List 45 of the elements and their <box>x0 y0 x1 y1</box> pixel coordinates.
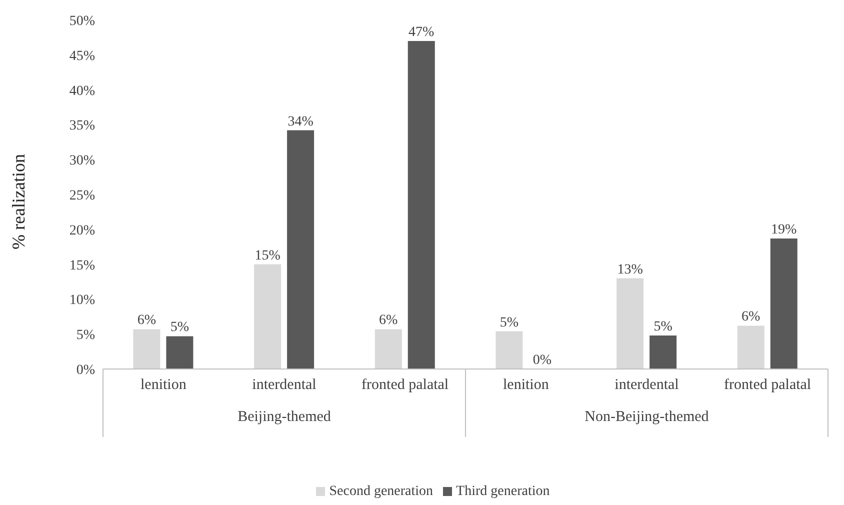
y-tick-label: 15% <box>69 258 96 274</box>
x-tick-label: interdental <box>614 377 679 393</box>
legend-label: Third generation <box>456 484 550 499</box>
x-tick-label: interdental <box>252 377 316 393</box>
bar <box>287 130 314 369</box>
x-tick-label: lenition <box>503 377 550 393</box>
y-tick-label: 25% <box>69 188 96 204</box>
y-tick-label: 20% <box>69 223 96 238</box>
y-tick-label: 35% <box>69 118 96 134</box>
data-label: 13% <box>617 262 644 278</box>
y-tick-label: 30% <box>69 154 96 169</box>
data-label: 0% <box>532 352 552 368</box>
data-label: 5% <box>654 319 673 334</box>
bar <box>616 278 644 369</box>
bar <box>374 329 402 369</box>
data-label: 34% <box>288 114 314 130</box>
bar <box>650 335 677 369</box>
data-label: 6% <box>379 313 398 328</box>
data-label: 15% <box>254 248 281 264</box>
x-tick-label: lenition <box>140 377 187 393</box>
y-tick-label: 40% <box>69 84 96 99</box>
bar <box>133 329 160 369</box>
y-tick-label: 50% <box>69 14 96 29</box>
bar <box>254 264 282 369</box>
x-tick-label: fronted palatal <box>724 377 812 393</box>
y-tick-label: 10% <box>69 293 96 308</box>
data-label: 5% <box>500 315 519 330</box>
data-label: 5% <box>170 320 190 336</box>
y-tick-label: 0% <box>76 362 96 378</box>
x-tick-label: fronted palatal <box>362 377 449 393</box>
data-label: 6% <box>742 310 761 325</box>
bar <box>166 336 194 369</box>
text: Non-Beijing-themed <box>584 409 710 425</box>
bar <box>496 331 523 369</box>
y-tick-label: 5% <box>76 328 96 344</box>
data-label: 19% <box>771 222 798 238</box>
bar <box>408 40 435 369</box>
text: Beijing-themed <box>238 409 332 425</box>
data-label: 6% <box>137 313 156 328</box>
legend-label: Second generation <box>329 484 434 499</box>
y-axis-title: % realization <box>8 154 28 250</box>
bar <box>737 326 764 369</box>
y-tick-label: 45% <box>69 48 96 64</box>
data-label: 47% <box>408 24 435 40</box>
bar <box>770 238 798 369</box>
